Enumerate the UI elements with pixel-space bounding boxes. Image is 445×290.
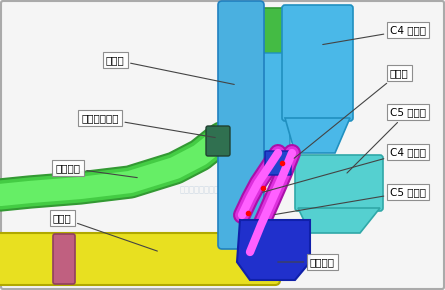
Text: 分料阀: 分料阀 (294, 68, 409, 158)
Text: 河南汇金工业技术有限公司: 河南汇金工业技术有限公司 (180, 186, 240, 195)
FancyBboxPatch shape (282, 5, 353, 121)
FancyBboxPatch shape (295, 155, 383, 211)
Polygon shape (285, 118, 350, 153)
Polygon shape (237, 220, 310, 280)
FancyBboxPatch shape (0, 233, 280, 285)
FancyBboxPatch shape (258, 53, 290, 177)
Text: 分解炉: 分解炉 (105, 55, 234, 84)
Text: 回转窑: 回转窑 (53, 213, 158, 251)
Polygon shape (255, 8, 290, 100)
FancyBboxPatch shape (218, 1, 264, 249)
FancyBboxPatch shape (206, 126, 230, 156)
Text: 窑尾烟室: 窑尾烟室 (278, 257, 335, 267)
Text: C4 旋风筒: C4 旋风筒 (323, 25, 426, 45)
FancyBboxPatch shape (265, 151, 291, 175)
FancyBboxPatch shape (53, 234, 75, 284)
Text: C5 旋风筒: C5 旋风筒 (347, 107, 426, 173)
Text: 分解炉燃烧器: 分解炉燃烧器 (81, 113, 215, 137)
Text: C4 下料管: C4 下料管 (263, 147, 426, 192)
Text: 三次风管: 三次风管 (56, 163, 137, 177)
Text: C5 下料管: C5 下料管 (275, 187, 426, 215)
Polygon shape (298, 208, 380, 233)
